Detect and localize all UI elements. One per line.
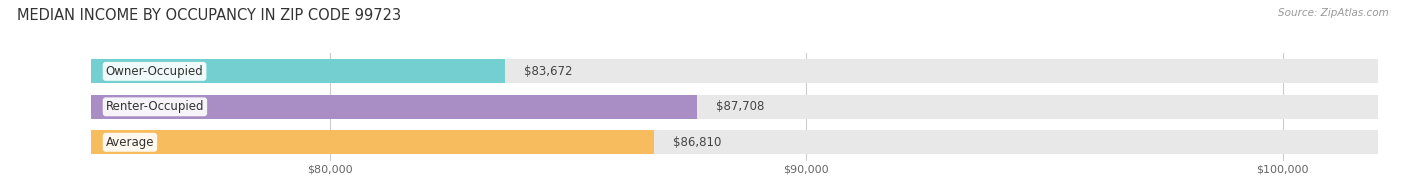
Bar	[91, 59, 505, 83]
Bar	[91, 130, 654, 154]
Text: Average: Average	[105, 136, 155, 149]
Text: Renter-Occupied: Renter-Occupied	[105, 100, 204, 113]
Text: $87,708: $87,708	[716, 100, 765, 113]
Text: $86,810: $86,810	[673, 136, 721, 149]
Bar	[91, 59, 1378, 83]
Bar	[91, 130, 1378, 154]
Text: MEDIAN INCOME BY OCCUPANCY IN ZIP CODE 99723: MEDIAN INCOME BY OCCUPANCY IN ZIP CODE 9…	[17, 8, 401, 23]
Text: Source: ZipAtlas.com: Source: ZipAtlas.com	[1278, 8, 1389, 18]
Text: $83,672: $83,672	[523, 65, 572, 78]
Bar	[91, 95, 1378, 119]
Bar	[91, 95, 697, 119]
Text: Owner-Occupied: Owner-Occupied	[105, 65, 204, 78]
